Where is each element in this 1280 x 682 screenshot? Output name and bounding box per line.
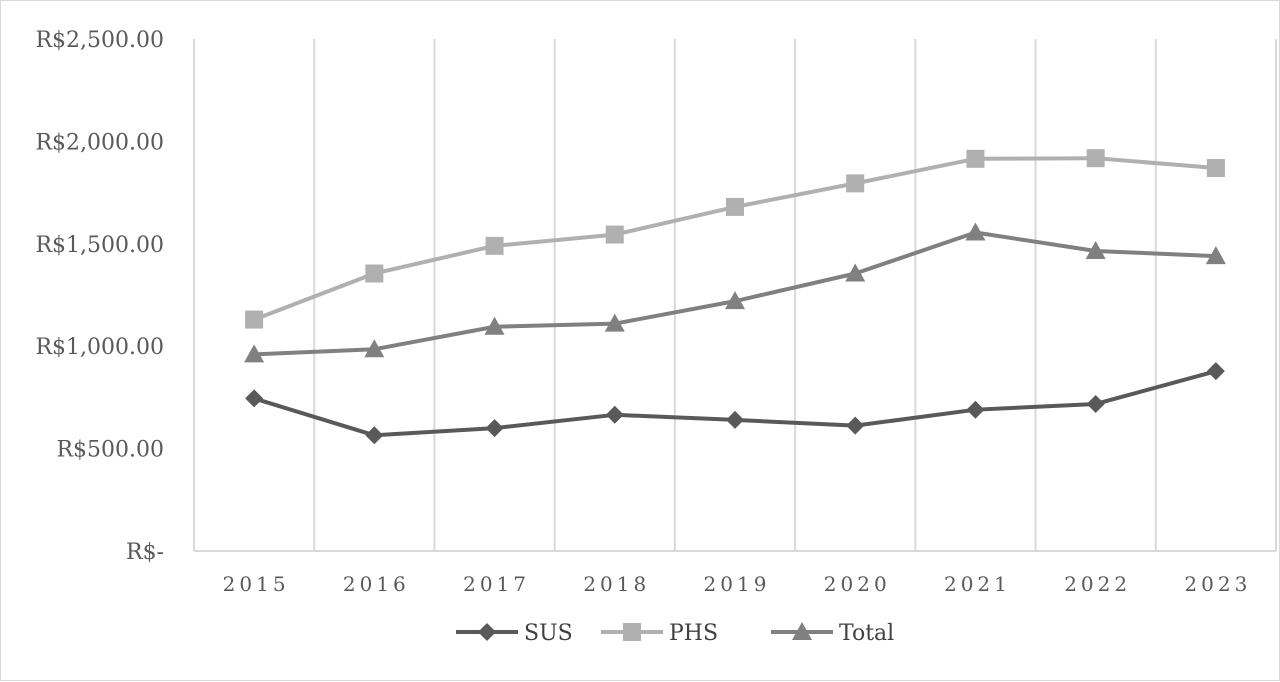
legend-item-total: Total xyxy=(771,621,894,646)
data-point-phs xyxy=(485,236,504,255)
data-point-phs xyxy=(605,225,624,244)
data-point-sus xyxy=(726,410,744,429)
data-point-total xyxy=(1205,246,1226,265)
legend-swatch-marker xyxy=(478,623,496,641)
data-point-total xyxy=(244,344,265,363)
series xyxy=(244,149,1226,445)
x-tick-label: 2021 xyxy=(944,572,1011,596)
y-tick-labels: R$- R$500.00 R$1,000.00 R$1,500.00 R$2,000.0… xyxy=(35,28,164,565)
data-point-total xyxy=(965,222,986,241)
legend-label: PHS xyxy=(669,621,718,646)
data-point-phs xyxy=(365,264,384,283)
x-tick-label: 2016 xyxy=(343,572,410,596)
data-point-phs xyxy=(245,310,264,329)
data-point-sus xyxy=(485,419,504,438)
y-tick-label: R$2,500.00 xyxy=(35,28,164,53)
legend-label: Total xyxy=(839,621,894,646)
data-point-total xyxy=(1085,240,1106,259)
y-tick-label: R$1,000.00 xyxy=(35,335,164,360)
data-point-phs xyxy=(1206,159,1225,178)
y-tick-label: R$2,000.00 xyxy=(35,130,164,155)
data-point-phs xyxy=(846,174,865,193)
series-sus xyxy=(245,362,1225,445)
data-point-sus xyxy=(605,405,624,424)
data-point-total xyxy=(845,263,866,282)
x-tick-labels: 2015 2016 2017 2018 2019 2020 2021 2022 2023 xyxy=(223,572,1251,596)
data-point-total xyxy=(364,339,385,358)
x-tick-label: 2018 xyxy=(583,572,650,596)
y-tick-label: R$500.00 xyxy=(56,438,164,463)
y-tick-label: R$- xyxy=(126,540,164,565)
legend-swatch-marker xyxy=(792,622,812,640)
x-tick-label: 2019 xyxy=(704,572,771,596)
x-tick-label: 2015 xyxy=(223,572,290,596)
data-point-total xyxy=(725,291,745,310)
x-tick-label: 2017 xyxy=(463,572,530,596)
x-tick-label: 2023 xyxy=(1184,572,1251,596)
series-phs xyxy=(245,149,1225,329)
y-tick-label: R$1,500.00 xyxy=(35,233,164,258)
legend-swatch-marker xyxy=(623,623,641,641)
data-point-phs xyxy=(726,197,744,216)
data-point-sus xyxy=(846,416,865,435)
data-point-total xyxy=(484,316,505,335)
data-point-sus xyxy=(966,400,985,419)
data-point-phs xyxy=(1086,149,1105,168)
data-point-sus xyxy=(1086,394,1105,413)
data-point-phs xyxy=(966,149,985,168)
x-tick-label: 2020 xyxy=(824,572,891,596)
gridlines xyxy=(193,39,1277,551)
data-point-sus xyxy=(1206,362,1225,381)
legend-label: SUS xyxy=(524,621,573,646)
data-point-sus xyxy=(245,389,264,408)
legend: SUS PHS Total xyxy=(456,621,894,646)
data-point-sus xyxy=(365,426,384,445)
series-total xyxy=(244,222,1226,363)
legend-item-phs: PHS xyxy=(601,621,718,646)
legend-item-sus: SUS xyxy=(456,621,573,646)
data-point-total xyxy=(604,313,625,332)
x-tick-label: 2022 xyxy=(1064,572,1131,596)
